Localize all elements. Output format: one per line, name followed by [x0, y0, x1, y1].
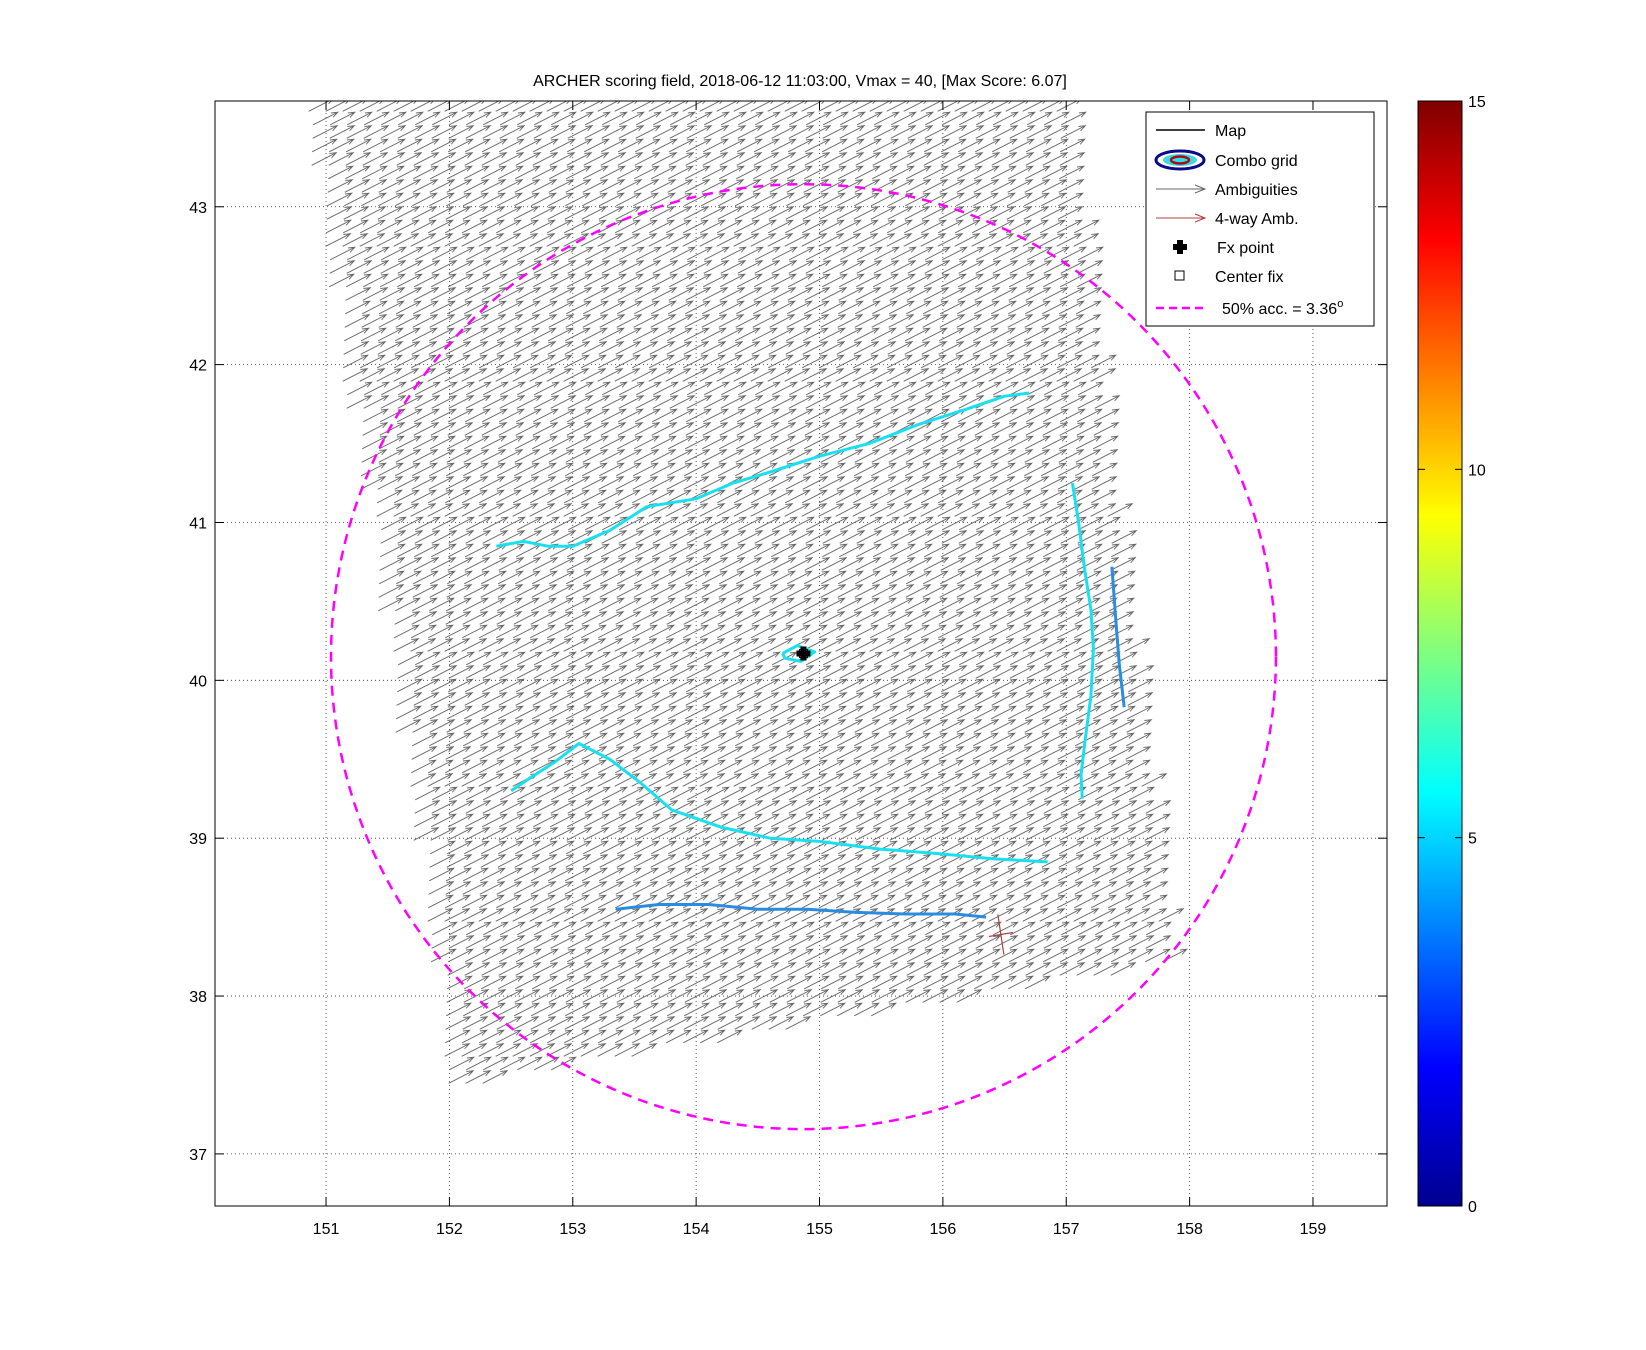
legend-box — [1145, 111, 1375, 327]
ambiguity-arrows — [308, 101, 1188, 1084]
fx-point-plus-horizontal — [796, 650, 811, 657]
x-tick-label: 157 — [1053, 1221, 1080, 1238]
colorbar: 0 5 10 15 — [1417, 94, 1486, 1216]
x-tick-label: 156 — [930, 1221, 957, 1238]
x-tick-label: 158 — [1176, 1221, 1203, 1238]
legend-label-4way: 4-way Amb. — [1215, 211, 1299, 228]
fx-point-marker — [796, 646, 811, 661]
four-way-arrow-lines — [988, 914, 1013, 955]
score-contour — [1110, 566, 1126, 708]
x-tick-label: 154 — [683, 1221, 710, 1238]
ambiguity-arrow-set — [308, 101, 1188, 1084]
legend-combo-grid-icon — [1154, 149, 1206, 171]
y-tick-label: 38 — [189, 989, 207, 1006]
score-contour — [1070, 482, 1095, 799]
x-tick-label: 155 — [806, 1221, 833, 1238]
legend-center-fix-icon — [1174, 270, 1185, 281]
accuracy-circle — [329, 182, 1278, 1131]
legend-label-combo-grid: Combo grid — [1215, 153, 1298, 170]
score-contour — [615, 903, 987, 919]
legend-label-ambiguities: Ambiguities — [1215, 182, 1298, 199]
x-tick-label: 151 — [313, 1221, 340, 1238]
legend-fx-point-icon — [1173, 240, 1187, 254]
x-tick-label: 159 — [1300, 1221, 1327, 1238]
colorbar-tick-label: 5 — [1468, 831, 1477, 848]
y-tick-label: 41 — [189, 515, 207, 532]
colorbar-gradient — [1417, 100, 1463, 1207]
colorbar-tick-label: 15 — [1468, 94, 1486, 111]
plot-frame — [214, 100, 1388, 1207]
legend-label-map: Map — [1215, 123, 1246, 140]
center-fix-square — [798, 649, 808, 658]
legend-label-center-fix: Center fix — [1215, 269, 1283, 286]
four-way-ambiguity-arrow — [988, 914, 1013, 955]
y-axis-ticks: 37 38 39 40 41 42 43 — [189, 200, 1387, 1164]
y-tick-label: 43 — [189, 200, 207, 217]
legend-ambiguity-arrow-icon — [1156, 184, 1207, 194]
y-tick-label: 39 — [189, 831, 207, 848]
colorbar-tick-label: 10 — [1468, 462, 1486, 479]
x-axis-ticks: 151 152 153 154 155 156 157 158 159 — [313, 101, 1327, 1238]
legend: Map Combo grid Ambiguities 4-way Amb. Fx… — [1145, 111, 1375, 327]
colorbar-ticks: 0 5 10 15 — [1418, 94, 1486, 1216]
chart-title: ARCHER scoring field, 2018-06-12 11:03:0… — [533, 73, 1067, 90]
legend-label-accuracy: 50% acc. = 3.36o — [1222, 298, 1343, 318]
y-tick-label: 40 — [189, 673, 207, 690]
y-tick-label: 37 — [189, 1147, 207, 1164]
colorbar-tick-label: 0 — [1468, 1199, 1477, 1216]
score-contour — [496, 391, 1030, 548]
x-tick-label: 152 — [436, 1221, 463, 1238]
legend-label-fx-point: Fx point — [1217, 240, 1274, 257]
legend-4way-arrow-icon — [1156, 213, 1207, 223]
x-tick-label: 153 — [559, 1221, 586, 1238]
y-tick-label: 42 — [189, 358, 207, 375]
score-contour — [510, 742, 1048, 864]
